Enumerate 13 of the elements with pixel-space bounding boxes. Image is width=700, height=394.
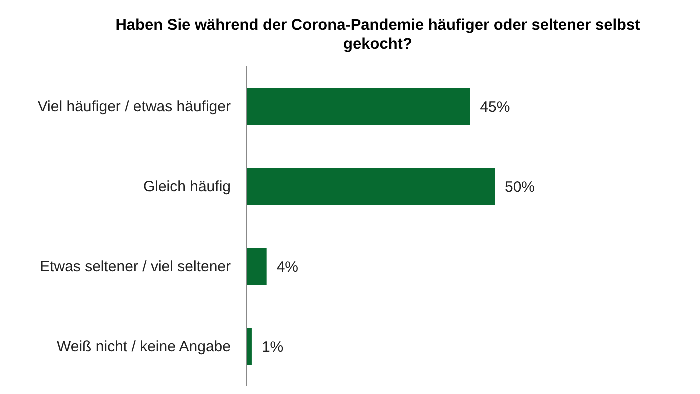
y-tick-label: Weiß nicht / keine Angabe	[57, 338, 231, 356]
chart-title: Haben Sie während der Corona-Pandemie häufiger oder seltener selbst gekocht?	[114, 16, 642, 54]
data-label: 4%	[276, 258, 299, 276]
bar	[247, 328, 252, 365]
bar	[247, 88, 470, 125]
data-label: 1%	[262, 338, 284, 356]
y-tick-label: Etwas seltener / viel seltener	[40, 258, 232, 276]
y-tick-label: Gleich häufig	[143, 178, 231, 196]
bar	[247, 248, 267, 285]
data-label: 45%	[480, 98, 510, 116]
bar	[247, 168, 495, 205]
y-tick-label: Viel häufiger / etwas häufiger	[38, 98, 231, 116]
data-label: 50%	[505, 178, 536, 196]
